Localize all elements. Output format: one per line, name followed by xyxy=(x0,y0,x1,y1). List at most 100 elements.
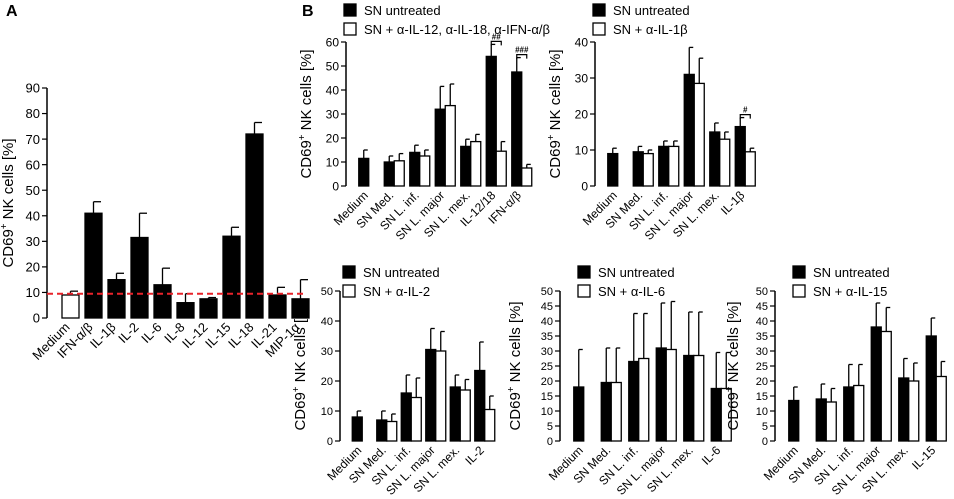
y-tick-label: 30 xyxy=(541,346,553,358)
y-tick-label: 20 xyxy=(756,376,768,388)
significance-il-1: # xyxy=(739,106,751,119)
bar-il-2-s0 xyxy=(474,369,486,442)
y-axis-title-main: CD69 xyxy=(0,229,17,267)
legend-label-0: SN untreated xyxy=(364,3,441,18)
bar-sn-med-s0 xyxy=(376,419,388,442)
bar-sn-l-mex-s1 xyxy=(719,138,731,187)
bar-sn-l-major-s0 xyxy=(425,348,437,442)
bar-il-15-s0 xyxy=(222,235,241,319)
legend-swatch-0 xyxy=(592,3,606,17)
y-tick-label: 80 xyxy=(26,106,40,121)
y-axis-title-b2: CD69+ NK cells [%] xyxy=(546,49,564,178)
y-tick-label: 25 xyxy=(756,361,768,373)
y-tick-label: 20 xyxy=(321,376,333,388)
bar-medium-s0 xyxy=(61,294,80,319)
y-tick-label: 50 xyxy=(326,59,340,73)
bars-b2 xyxy=(607,46,756,187)
y-tick-label: 0 xyxy=(33,311,40,326)
y-axis-title-b3: CD69+ NK cells [%] xyxy=(291,301,309,430)
y-tick-label: 30 xyxy=(575,71,589,85)
bar-sn-l-major-s0 xyxy=(683,73,695,187)
bar-il-1-s0 xyxy=(107,279,126,319)
y-tick-label: 10 xyxy=(756,406,768,418)
x-tick-label-il-2: IL-2 xyxy=(115,320,141,346)
y-axis-title-rest: NK cells [%] xyxy=(298,49,315,134)
y-axis-b4: 0 5 10 15 20 25 30 35 40 45 50 xyxy=(541,286,561,448)
bar-sn-l-mex-s1 xyxy=(693,354,705,442)
bar-sn-l-mex-s1 xyxy=(908,380,920,442)
y-axis-title-sup: + xyxy=(724,386,735,392)
legend-label-0: SN untreated xyxy=(363,265,440,280)
bar-ifn-s1 xyxy=(521,167,533,187)
y-axis-title-sup: + xyxy=(506,386,517,392)
y-tick-label: 30 xyxy=(26,234,40,249)
bar-sn-l-inf-s0 xyxy=(843,386,855,442)
bar-il-6-s0 xyxy=(710,387,722,442)
y-tick-label: 10 xyxy=(541,406,553,418)
x-tick-label-il-1: IL-1β xyxy=(718,188,747,217)
y-axis-title-sup: + xyxy=(297,134,308,140)
y-tick-label: 30 xyxy=(326,107,340,121)
y-tick-label: 15 xyxy=(756,391,768,403)
y-axis-a: 0 10 20 30 40 50 60 70 80 90 xyxy=(26,81,48,326)
y-tick-label: 10 xyxy=(326,155,340,169)
significance-ifn: ### xyxy=(515,46,529,59)
y-tick-label: 20 xyxy=(26,260,40,275)
bar-il-12-s0 xyxy=(199,298,218,319)
bar-il-8-s0 xyxy=(176,302,195,319)
legend-swatch-0 xyxy=(342,265,356,279)
y-axis-title-sup: + xyxy=(291,386,302,392)
legend-b4: SN untreated SN + α-IL-6 xyxy=(577,265,675,299)
bar-il-21-s0 xyxy=(268,294,287,319)
y-axis-title-main: CD69 xyxy=(292,392,309,430)
y-tick-label: 0 xyxy=(332,179,339,193)
bar-sn-l-major-s1 xyxy=(880,330,892,442)
bars-b1 xyxy=(358,43,533,187)
y-tick-label: 50 xyxy=(26,183,40,198)
y-tick-label: 50 xyxy=(756,286,768,298)
panel-letter-a: A xyxy=(6,3,18,20)
bar-sn-l-mex-s1 xyxy=(470,140,482,187)
y-axis-title-sup: + xyxy=(546,134,557,140)
y-axis-title-main: CD69 xyxy=(507,392,524,430)
y-tick-label: 45 xyxy=(756,301,768,313)
y-tick-label: 40 xyxy=(26,208,40,223)
bar-sn-l-inf-s0 xyxy=(628,360,640,442)
legend-swatch-1 xyxy=(342,284,356,298)
bar-sn-l-major-s0 xyxy=(434,108,446,187)
bar-sn-l-major-s1 xyxy=(693,82,705,187)
bar-sn-l-inf-s1 xyxy=(419,155,431,187)
panel-letter-b1: B xyxy=(302,3,314,20)
bar-sn-l-mex-s0 xyxy=(683,354,695,442)
y-tick-label: 5 xyxy=(547,421,553,433)
y-tick-label: 0 xyxy=(327,436,333,448)
bar-sn-l-inf-s0 xyxy=(400,392,412,442)
y-axis-title-rest: NK cells [%] xyxy=(547,49,564,134)
bar-ifn-s0 xyxy=(511,71,523,187)
bar-sn-l-major-s0 xyxy=(870,326,882,442)
y-axis-title-main: CD69 xyxy=(725,392,742,430)
bars-a xyxy=(61,121,310,319)
y-tick-label: 0 xyxy=(581,179,588,193)
legend-label-1: SN + α-IL-1β xyxy=(613,22,688,37)
significance-il-12-18: ## xyxy=(490,32,502,46)
legend-b1: SN untreated SN + α-IL-12, α-IL-18, α-IFN… xyxy=(343,3,550,37)
legend-swatch-1 xyxy=(343,22,357,36)
y-axis-b2: 0 10 20 30 40 xyxy=(575,35,596,193)
bar-sn-l-inf-s0 xyxy=(658,145,670,187)
y-tick-label: 10 xyxy=(575,143,589,157)
significance-label: # xyxy=(743,106,748,115)
bar-sn-med-s1 xyxy=(393,160,405,187)
bar-sn-med-s0 xyxy=(815,398,827,442)
y-tick-label: 50 xyxy=(321,286,333,298)
legend-swatch-1 xyxy=(792,284,806,298)
bar-il-6-s0 xyxy=(153,284,172,319)
bar-il-1-s1 xyxy=(744,151,756,187)
significance-bracket xyxy=(739,114,751,119)
y-axis-title-main: CD69 xyxy=(547,140,564,178)
y-axis-title-sup: + xyxy=(0,223,10,229)
